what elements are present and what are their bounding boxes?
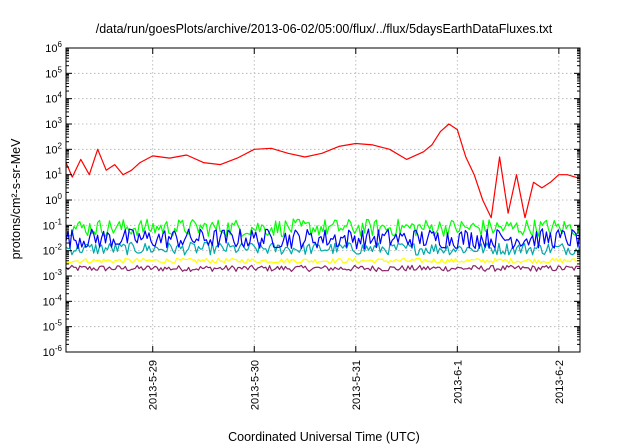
y-tick-label: 103: [45, 116, 62, 131]
series-line: [65, 218, 581, 238]
x-tick-label: 2013-6-1: [452, 360, 464, 404]
x-tick-label: 2013-6-2: [554, 360, 566, 404]
series-line: [65, 123, 581, 219]
series-group: [65, 123, 581, 272]
series-line: [65, 264, 581, 272]
y-tick-label: 100: [45, 192, 62, 207]
chart-title: /data/run/goesPlots/archive/2013-06-02/0…: [96, 22, 553, 36]
x-tick-label: 2013-5-30: [249, 360, 261, 410]
y-tick-label: 101: [45, 167, 62, 182]
x-tick-label: 2013-5-29: [148, 360, 160, 410]
y-tick-label: 105: [45, 65, 62, 80]
y-tick-label: 10-1: [43, 217, 63, 232]
series-line: [65, 241, 581, 256]
y-tick-label: 106: [45, 40, 62, 55]
y-tick-label: 10-4: [43, 293, 63, 308]
grid: [66, 48, 580, 352]
y-tick-label: 104: [45, 91, 62, 106]
x-axis-label: Coordinated Universal Time (UTC): [228, 430, 420, 444]
y-tick-label: 10-2: [43, 243, 63, 258]
series-line: [65, 257, 581, 264]
y-tick-label: 102: [45, 141, 62, 156]
axis-ticks: 10-6 10-5 10-4 10-3 10-2 10-1 100 101 102 103 104 1…: [43, 40, 580, 410]
y-tick-label: 10-6: [43, 344, 63, 359]
y-axis-label: protons/cm²-s-sr-MeV: [9, 138, 23, 260]
x-tick-label: 2013-5-31: [351, 360, 363, 410]
series-line: [65, 228, 581, 250]
y-tick-label: 10-5: [43, 319, 63, 334]
y-tick-label: 10-3: [43, 268, 63, 283]
